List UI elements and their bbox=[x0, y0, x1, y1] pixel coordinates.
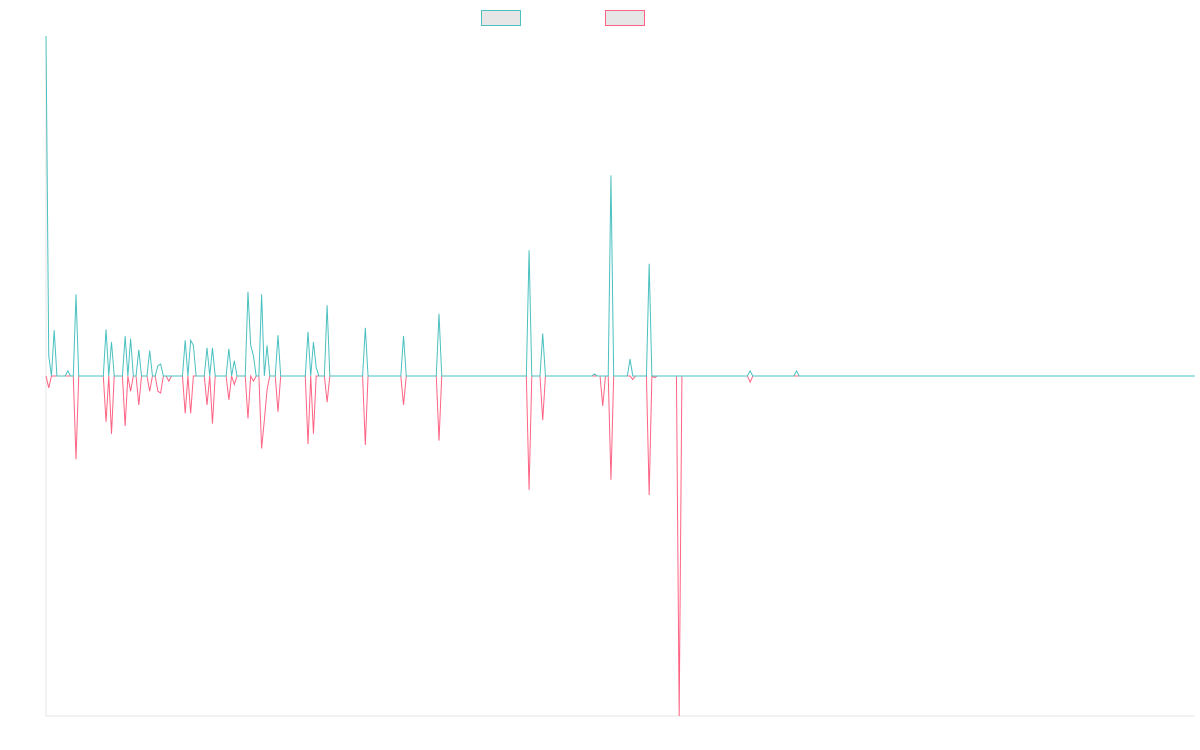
legend-swatch-series-a[interactable] bbox=[481, 10, 521, 26]
legend bbox=[481, 10, 645, 26]
series-a-line bbox=[45, 35, 1195, 377]
series-group bbox=[45, 35, 1195, 717]
legend-swatch-series-b[interactable] bbox=[605, 10, 645, 26]
series-b-line bbox=[45, 374, 1195, 717]
